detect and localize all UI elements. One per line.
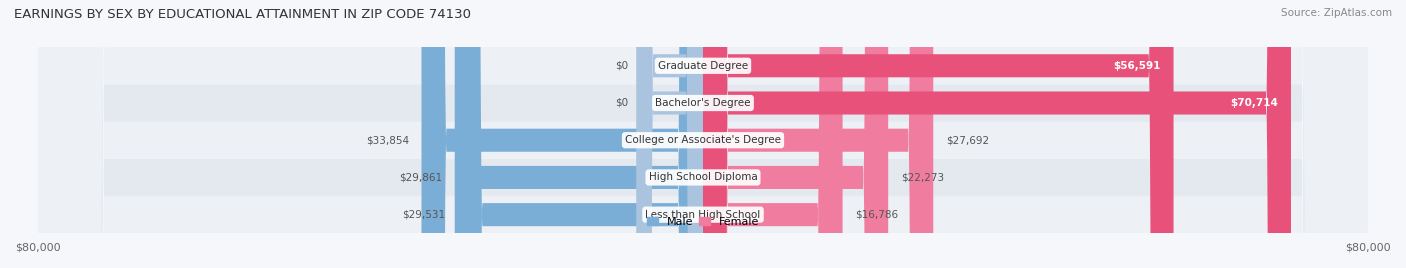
Text: $27,692: $27,692 xyxy=(946,135,988,145)
Text: $0: $0 xyxy=(614,98,628,108)
Text: Bachelor's Degree: Bachelor's Degree xyxy=(655,98,751,108)
FancyBboxPatch shape xyxy=(703,0,1174,268)
Text: $29,531: $29,531 xyxy=(402,210,444,220)
FancyBboxPatch shape xyxy=(38,0,1368,268)
Legend: Male, Female: Male, Female xyxy=(643,213,763,232)
Text: $70,714: $70,714 xyxy=(1230,98,1278,108)
Text: $22,273: $22,273 xyxy=(901,172,943,183)
Text: $0: $0 xyxy=(614,61,628,71)
FancyBboxPatch shape xyxy=(637,0,703,268)
Text: $33,854: $33,854 xyxy=(366,135,409,145)
Text: $29,861: $29,861 xyxy=(399,172,443,183)
FancyBboxPatch shape xyxy=(703,0,842,268)
FancyBboxPatch shape xyxy=(454,0,703,268)
Text: EARNINGS BY SEX BY EDUCATIONAL ATTAINMENT IN ZIP CODE 74130: EARNINGS BY SEX BY EDUCATIONAL ATTAINMEN… xyxy=(14,8,471,21)
Text: Less than High School: Less than High School xyxy=(645,210,761,220)
FancyBboxPatch shape xyxy=(38,0,1368,268)
FancyBboxPatch shape xyxy=(422,0,703,268)
FancyBboxPatch shape xyxy=(703,0,889,268)
FancyBboxPatch shape xyxy=(637,0,703,268)
Text: Source: ZipAtlas.com: Source: ZipAtlas.com xyxy=(1281,8,1392,18)
FancyBboxPatch shape xyxy=(457,0,703,268)
FancyBboxPatch shape xyxy=(38,0,1368,268)
Text: High School Diploma: High School Diploma xyxy=(648,172,758,183)
FancyBboxPatch shape xyxy=(703,0,934,268)
FancyBboxPatch shape xyxy=(38,0,1368,268)
Text: $16,786: $16,786 xyxy=(855,210,898,220)
Text: Graduate Degree: Graduate Degree xyxy=(658,61,748,71)
FancyBboxPatch shape xyxy=(703,0,1291,268)
Text: $56,591: $56,591 xyxy=(1114,61,1161,71)
FancyBboxPatch shape xyxy=(38,0,1368,268)
Text: College or Associate's Degree: College or Associate's Degree xyxy=(626,135,780,145)
